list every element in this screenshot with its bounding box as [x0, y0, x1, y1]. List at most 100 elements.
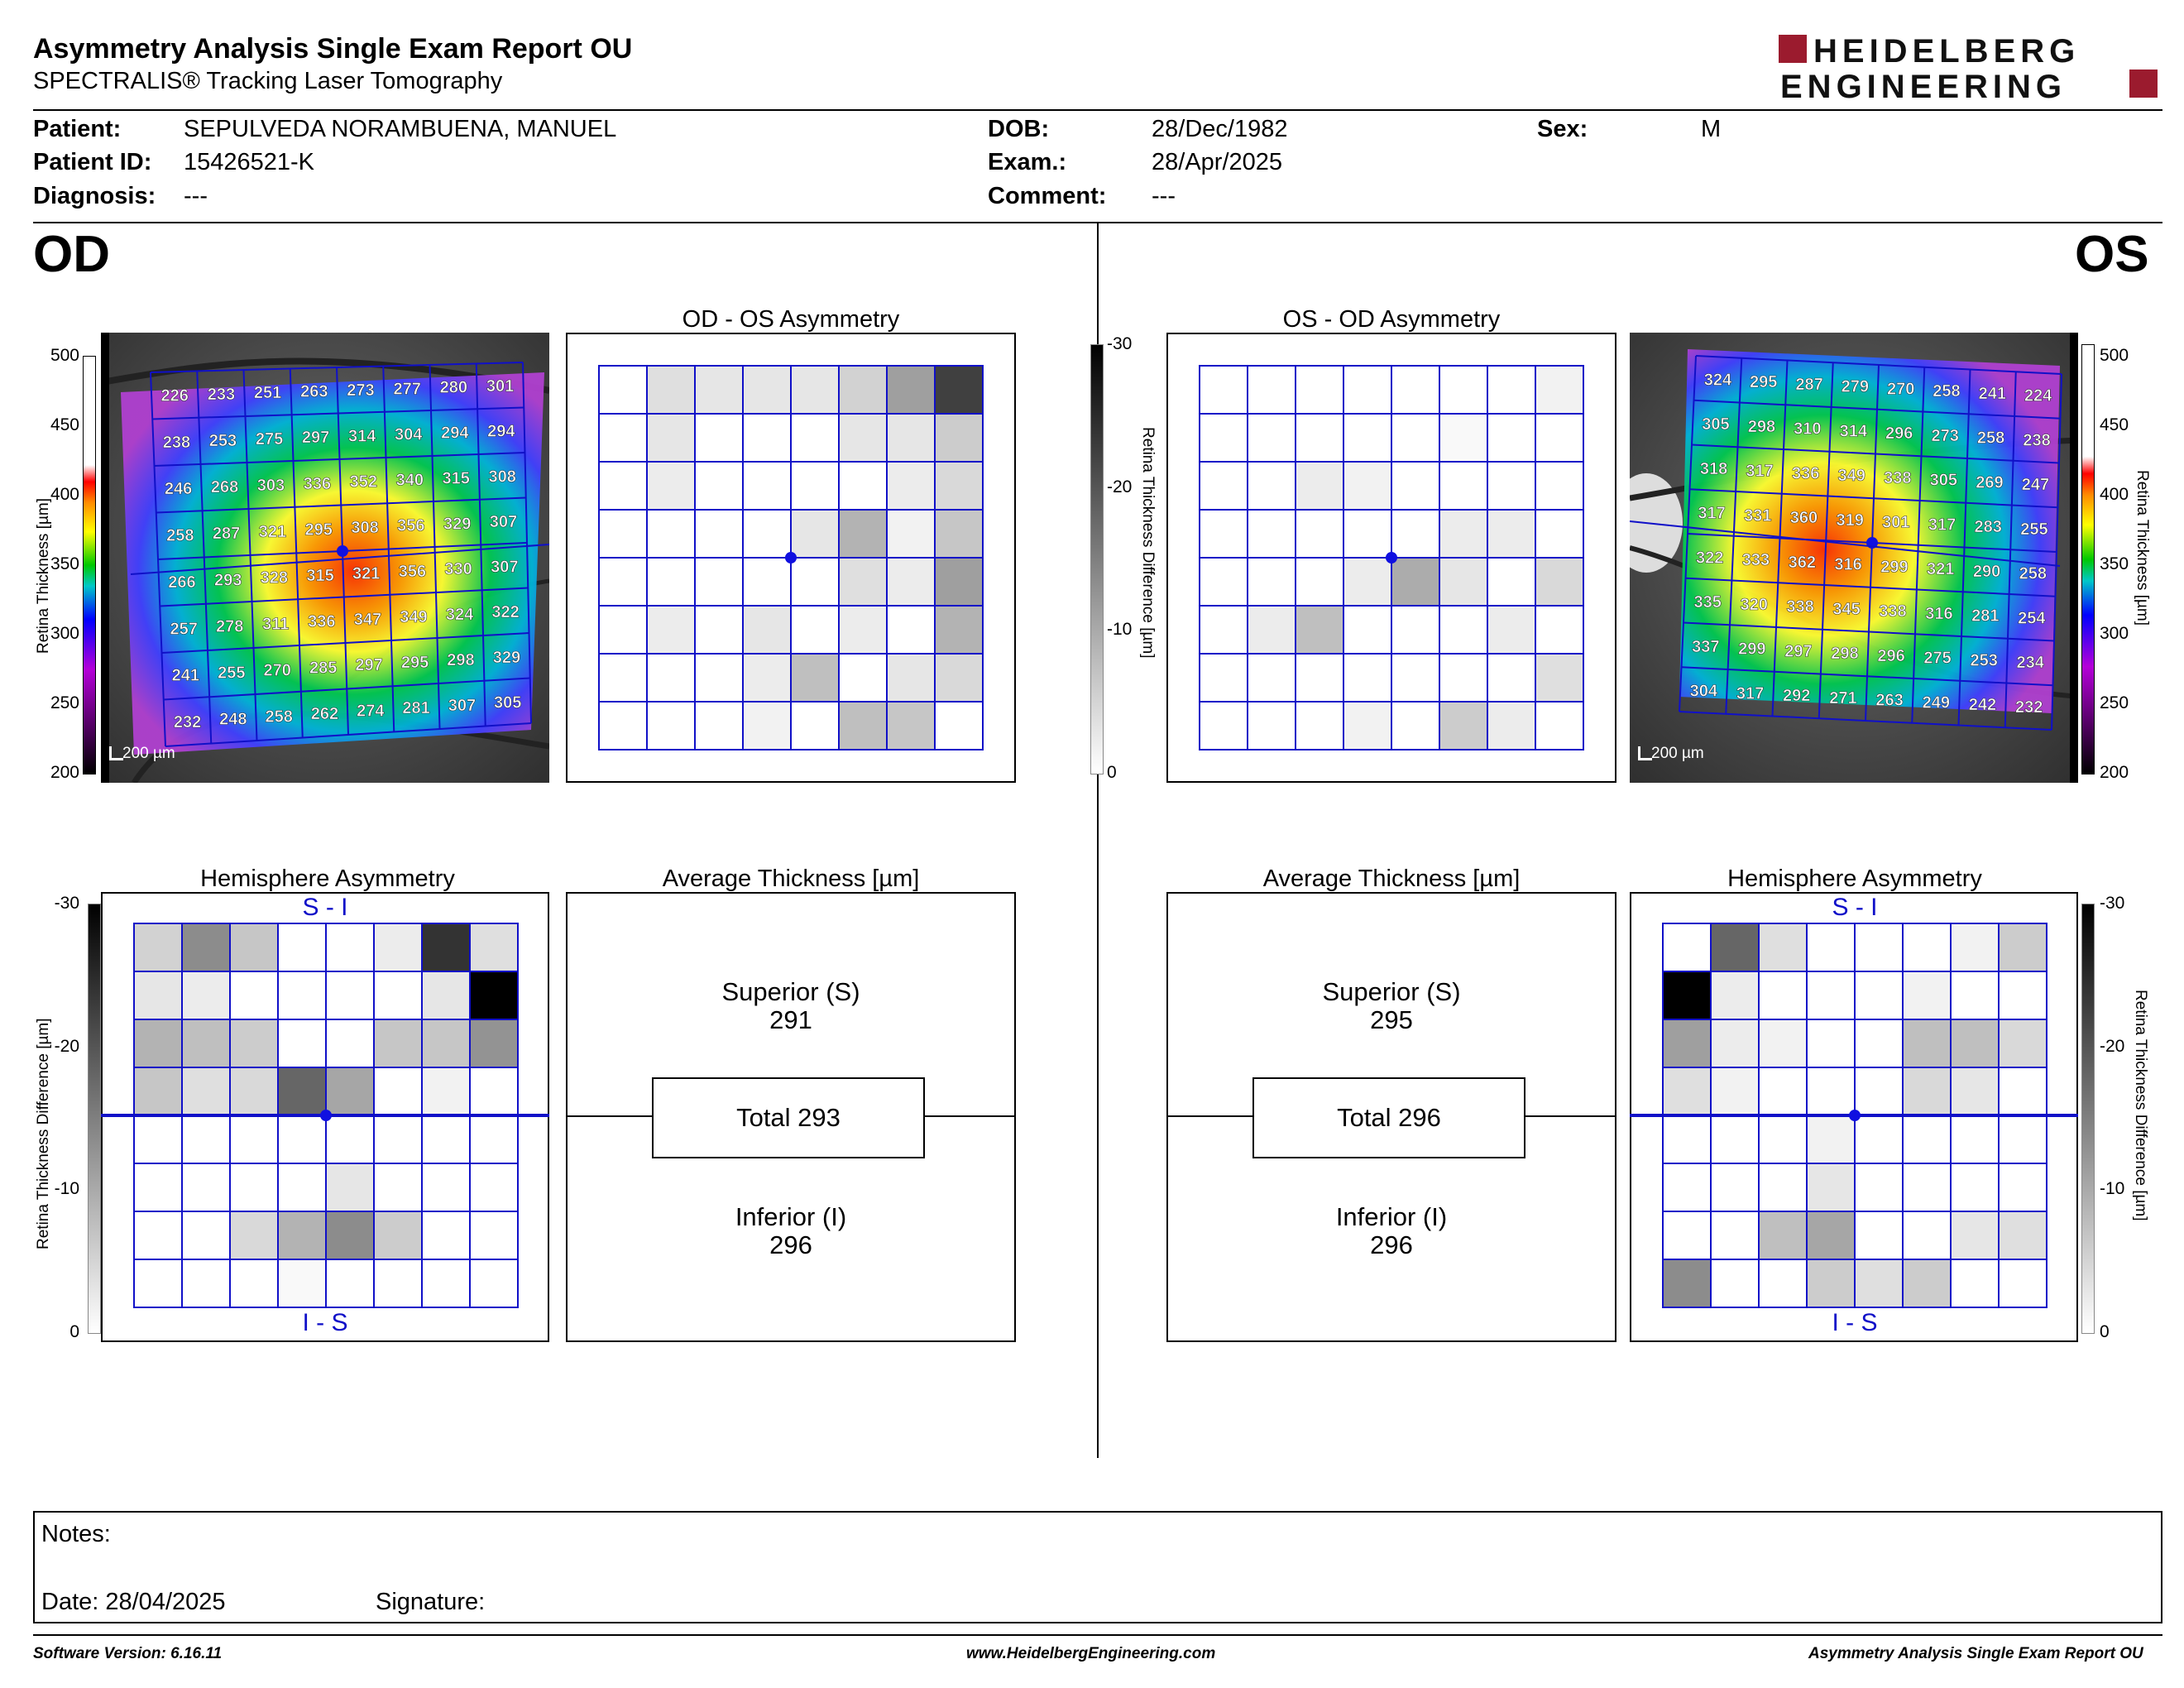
- thickness-value: 281: [1971, 607, 1999, 626]
- thickness-value: 258: [2019, 565, 2047, 583]
- thickness-value: 296: [1877, 647, 1904, 665]
- thickness-value: 304: [395, 425, 423, 444]
- asymmetry-cell: [646, 461, 696, 511]
- thickness-value: 281: [402, 699, 429, 717]
- asymmetry-cell: [1247, 461, 1296, 511]
- thickness-value: 317: [1698, 505, 1725, 523]
- asymmetry-cell: [1295, 653, 1344, 703]
- asymmetry-cell: [790, 365, 840, 415]
- asymmetry-cell: [598, 413, 648, 463]
- asymmetry-cell: [790, 701, 840, 750]
- asymmetry-cell: [1247, 509, 1296, 559]
- thickness-value: 320: [1740, 596, 1767, 614]
- thickness-value: 294: [441, 424, 469, 443]
- asymmetry-cell: [1487, 413, 1536, 463]
- asymmetry-cell: [1295, 413, 1344, 463]
- asymmetry-cell: [133, 1211, 183, 1260]
- os-hemisphere-title: Hemisphere Asymmetry: [1727, 866, 1982, 892]
- od-total-box: Total 293: [652, 1077, 925, 1158]
- thickness-value: 268: [211, 478, 238, 496]
- od-difference-colorbar: [88, 904, 101, 1334]
- asymmetry-cell: [598, 557, 648, 607]
- asymmetry-cell: [373, 923, 423, 972]
- asymmetry-cell: [790, 461, 840, 511]
- asymmetry-cell: [325, 1019, 375, 1068]
- asymmetry-cell: [373, 1067, 423, 1116]
- thickness-value: 321: [352, 564, 380, 583]
- asymmetry-cell: [1806, 923, 1856, 972]
- os-thickness-ticks: 500 450 400 350 300 250 200: [2100, 346, 2149, 782]
- asymmetry-cell: [1902, 971, 1952, 1020]
- thickness-value: 356: [397, 517, 424, 535]
- asymmetry-cell: [886, 701, 936, 750]
- thickness-value: 274: [357, 703, 385, 721]
- notes-box[interactable]: [33, 1511, 2162, 1623]
- asymmetry-cell: [133, 1259, 183, 1308]
- asymmetry-cell: [694, 413, 744, 463]
- thickness-value: 298: [1831, 645, 1858, 663]
- asymmetry-cell: [646, 557, 696, 607]
- asymmetry-cell: [1247, 413, 1296, 463]
- thickness-tick: 300: [2100, 624, 2129, 643]
- asymmetry-cell: [1662, 923, 1712, 972]
- thickness-value: 356: [399, 563, 426, 581]
- od-hemisphere-top-label: S - I: [302, 894, 348, 921]
- thickness-value: 270: [264, 661, 291, 679]
- thickness-value: 241: [1979, 385, 2006, 403]
- os-total-box: Total 296: [1252, 1077, 1525, 1158]
- thickness-value: 283: [1975, 518, 2002, 536]
- asymmetry-cell: [1343, 653, 1392, 703]
- website-link[interactable]: www.HeidelbergEngineering.com: [966, 1645, 1216, 1662]
- asymmetry-cell: [181, 1211, 231, 1260]
- asymmetry-cell: [1806, 1163, 1856, 1212]
- asymmetry-cell: [325, 1163, 375, 1212]
- asymmetry-cell: [1535, 701, 1584, 750]
- center-marker: [320, 1110, 332, 1121]
- asymmetry-cell: [646, 605, 696, 655]
- asymmetry-cell: [694, 509, 744, 559]
- asymmetry-cell: [1998, 923, 2048, 972]
- asymmetry-cell: [1998, 971, 2048, 1020]
- thickness-value: 308: [488, 468, 515, 486]
- os-difference-ticks: -30 -20 -10 0: [2100, 894, 2149, 1341]
- thickness-tick: 500: [50, 346, 79, 365]
- thickness-value: 297: [1784, 642, 1812, 660]
- asymmetry-cell: [1487, 653, 1536, 703]
- asymmetry-cell: [1295, 365, 1344, 415]
- asymmetry-cell: [1902, 1259, 1952, 1308]
- asymmetry-cell: [421, 1211, 471, 1260]
- asymmetry-cell: [1854, 1115, 1904, 1164]
- asymmetry-cell: [1806, 1211, 1856, 1260]
- thickness-value: 307: [448, 697, 476, 715]
- difference-tick: -10: [1107, 620, 1133, 640]
- thickness-tick: 400: [50, 485, 79, 504]
- notes-label: Notes:: [41, 1521, 111, 1547]
- od-difference-axis-label: Retina Thickness Difference [µm]: [35, 1018, 52, 1249]
- asymmetry-cell: [1950, 1163, 2000, 1212]
- os-difference-axis-label: Retina Thickness Difference [µm]: [2132, 990, 2149, 1221]
- thickness-value: 307: [491, 559, 518, 577]
- od-os-asymmetry-grid: [598, 365, 984, 750]
- asymmetry-cell: [1710, 1259, 1760, 1308]
- asymmetry-cell: [742, 605, 792, 655]
- thickness-value: 308: [351, 519, 378, 537]
- asymmetry-cell: [694, 365, 744, 415]
- asymmetry-cell: [469, 1259, 519, 1308]
- asymmetry-cell: [1758, 1259, 1808, 1308]
- asymmetry-cell: [1439, 461, 1488, 511]
- thickness-value: 295: [305, 520, 333, 539]
- thickness-value: 292: [1783, 687, 1810, 705]
- thickness-value: 275: [256, 430, 283, 448]
- os-inferior-value: 296: [1370, 1230, 1413, 1259]
- asymmetry-cell: [373, 971, 423, 1020]
- asymmetry-cell: [742, 701, 792, 750]
- asymmetry-cell: [1662, 1259, 1712, 1308]
- asymmetry-cell: [229, 1019, 279, 1068]
- fovea-marker: [337, 545, 348, 557]
- asymmetry-cell: [1439, 701, 1488, 750]
- thickness-value: 255: [2020, 520, 2048, 539]
- asymmetry-cell: [421, 923, 471, 972]
- asymmetry-cell: [1662, 1211, 1712, 1260]
- od-thickness-grid: 226 233 251 263 273 277 280 301 238 253 275 297 314 3…: [130, 362, 549, 747]
- report-subtitle: SPECTRALIS® Tracking Laser Tomography: [33, 68, 503, 94]
